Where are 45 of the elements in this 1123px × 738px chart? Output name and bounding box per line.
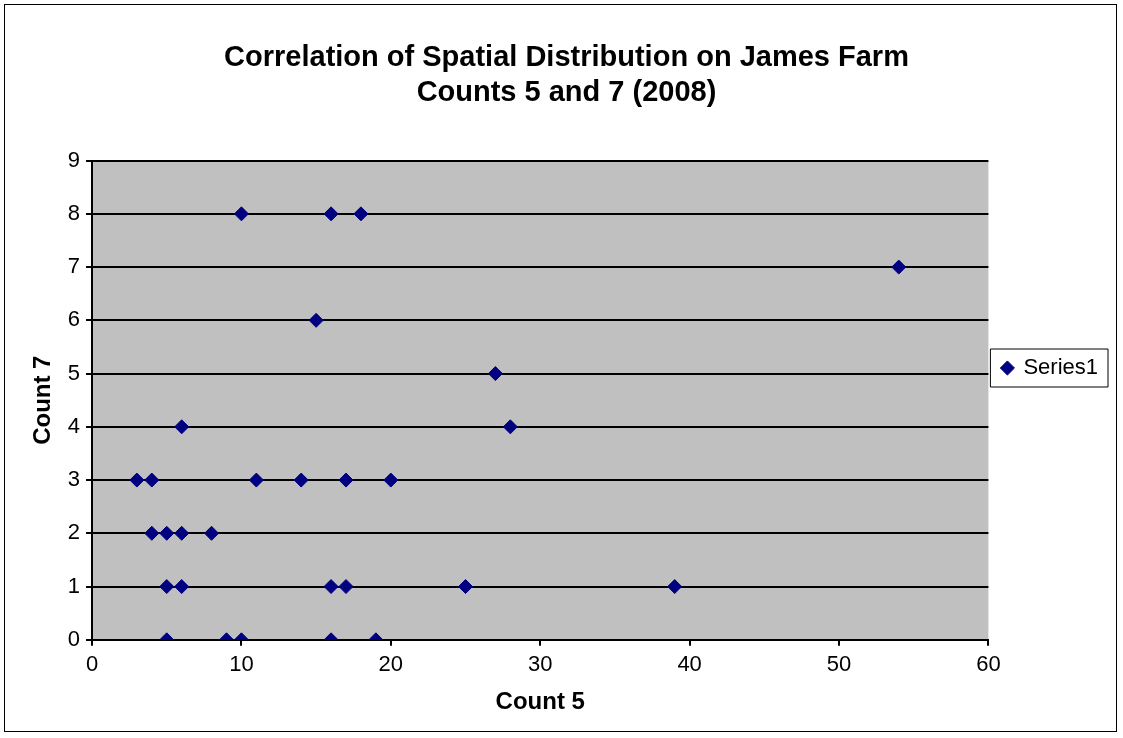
y-tick-label: 1 (67, 572, 81, 598)
y-tick-label: 4 (67, 412, 81, 438)
y-tick-label: 0 (67, 625, 81, 651)
y-tick-label: 7 (67, 253, 81, 279)
x-tick-label: 30 (527, 651, 553, 677)
x-tick-label: 60 (976, 651, 1001, 677)
point (353, 206, 369, 222)
point (159, 525, 175, 541)
x-tick-label: 10 (229, 651, 254, 677)
point (502, 419, 518, 435)
point (487, 366, 503, 382)
point (338, 579, 354, 595)
point (248, 472, 264, 488)
point (323, 579, 339, 595)
point (383, 472, 399, 488)
point (891, 259, 907, 275)
legend-label: Series1 (1023, 354, 1098, 380)
point (129, 472, 145, 488)
point (174, 419, 190, 435)
point (293, 472, 309, 488)
point (174, 579, 190, 595)
y-tick-label: 6 (67, 306, 81, 332)
point (144, 525, 160, 541)
y-tick-label: 5 (67, 359, 81, 385)
y-axis-title: Count 7 (28, 355, 56, 445)
point (204, 525, 220, 541)
chart-title: Correlation of Spatial Distribution on James Farm Counts 5 and 7 (2008) (224, 40, 909, 108)
y-tick-label: 3 (67, 466, 81, 492)
point (667, 579, 683, 595)
point (174, 525, 190, 541)
point (308, 312, 324, 328)
point (458, 579, 474, 595)
y-tick-label: 8 (67, 199, 81, 225)
point (338, 472, 354, 488)
point (323, 206, 339, 222)
x-tick-label: 0 (85, 651, 99, 677)
y-tick-label: 9 (67, 146, 81, 172)
x-tick-label: 20 (378, 651, 404, 677)
point (144, 472, 160, 488)
y-tick-label: 2 (67, 519, 81, 545)
point (159, 579, 175, 595)
x-axis-title: Count 5 (495, 687, 585, 715)
x-tick-label: 50 (826, 651, 852, 677)
x-tick-label: 40 (677, 651, 702, 677)
point (233, 206, 249, 222)
